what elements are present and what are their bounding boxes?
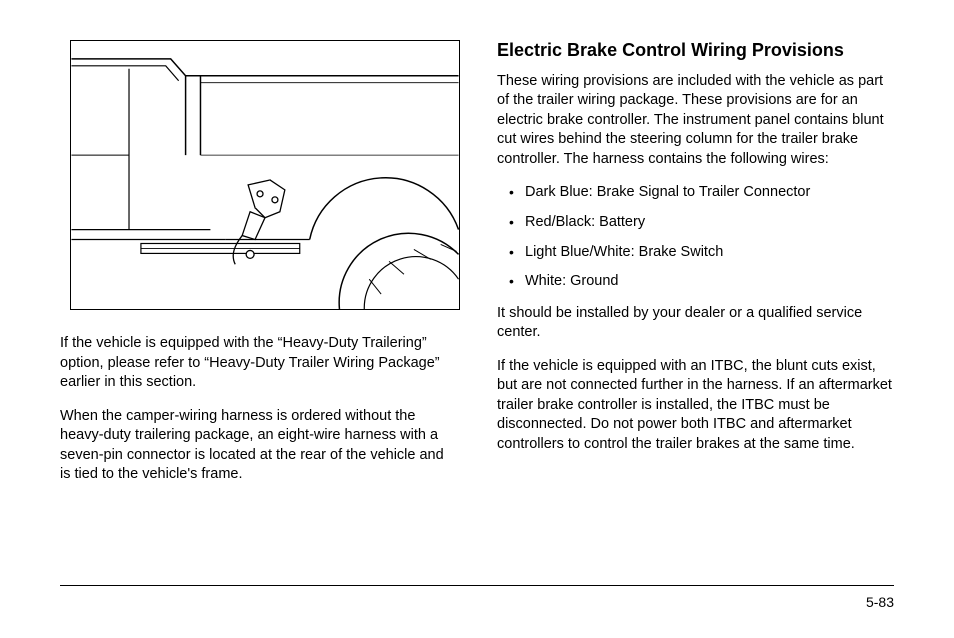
vehicle-illustration [71,41,459,309]
text: earlier in this section. [60,374,196,390]
right-column: Electric Brake Control Wiring Provisions… [497,40,894,499]
left-paragraph-1: If the vehicle is equipped with the “Hea… [60,334,457,393]
list-item: Light Blue/White: Brake Switch [497,243,894,263]
wire-list: Dark Blue: Brake Signal to Trailer Conne… [497,183,894,291]
page-number: 5-83 [60,594,894,610]
list-item: Red/Black: Battery [497,213,894,233]
list-item: Dark Blue: Brake Signal to Trailer Conne… [497,183,894,203]
quote-close: ” [422,335,427,351]
right-paragraph-3: If the vehicle is equipped with an ITBC,… [497,357,894,455]
section-heading: Electric Brake Control Wiring Provisions [497,40,894,62]
text: option, please refer to [60,355,204,371]
left-column: If the vehicle is equipped with the “Hea… [60,40,457,499]
page-content: If the vehicle is equipped with the “Hea… [60,40,894,499]
vehicle-diagram [70,40,460,310]
right-paragraph-2: It should be installed by your dealer or… [497,304,894,343]
quote-close: ” [435,355,440,371]
footer-rule [60,585,894,586]
right-paragraph-1: These wiring provisions are included wit… [497,72,894,170]
text: If the vehicle is equipped with the [60,335,278,351]
list-item: White: Ground [497,272,894,292]
text: Heavy-Duty Trailering [282,335,421,351]
text: Heavy-Duty Trailer Wiring Package [209,355,435,371]
page-footer: 5-83 [60,585,894,610]
left-paragraph-2: When the camper-wiring harness is ordere… [60,407,457,485]
